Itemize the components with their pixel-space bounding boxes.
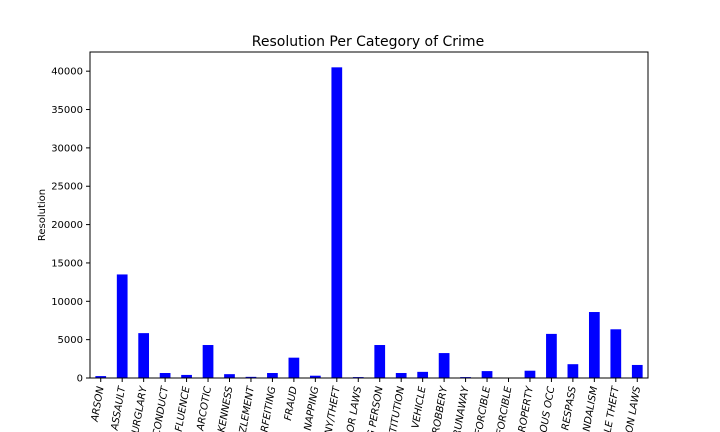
x-tick-label-9: FRAUD [283,385,300,421]
x-tick-label-19: FORCIBLE [495,385,515,432]
plot-frame [89,51,649,379]
bar-1 [116,274,128,378]
x-tick-label-2: URGLARY [131,385,150,432]
x-tick-label-4: FLUENCE [174,385,193,432]
bar-8 [267,373,278,378]
bar-0 [95,376,107,378]
bar-7 [245,376,257,378]
x-tick-label-14: TITUTION [388,385,407,432]
x-tick-label-5: ARCOTIC [195,386,214,432]
y-tick-label-3: 15000 [51,258,83,269]
bar-23 [588,312,600,378]
x-tick-label-10: NAPPING [303,385,322,431]
bar-18 [481,371,493,378]
x-tick-label-17: RUNAWAY [452,385,472,432]
bar-3 [159,373,171,378]
x-tick-label-11: NY/THEFT [323,385,342,432]
bar-5 [202,345,214,378]
x-tick-label-7: ZLEMENT [238,385,257,432]
chart-title: Resolution Per Category of Crime [252,34,484,50]
bar-25 [631,364,643,378]
x-tick-label-22: RESPASS [560,385,579,431]
x-tick-label-16: ROBBERY [431,385,450,432]
y-tick-label-5: 25000 [51,182,83,193]
bar-13 [374,345,386,378]
bar-22 [567,364,579,378]
bar-14 [395,373,407,378]
y-tick-label-6: 30000 [51,143,83,154]
x-tick-label-23: NDALISM [582,385,601,432]
bar-2 [138,333,150,378]
bar-21 [546,333,557,378]
y-tick-label-8: 40000 [51,67,83,78]
x-tick-label-21: OUS OCC [538,386,557,432]
ticks-layer: ARSON ASSAULT URGLARY CONDUCT FLUENCE ARCOTIC… [51,67,643,432]
x-tick-label-15: VEHICLE [410,385,428,429]
x-tick-label-25: ON LAWS [624,385,643,432]
bar-11 [331,67,343,378]
x-tick-label-12: OR LAWS [345,385,364,432]
y-tick-label-4: 20000 [51,220,83,231]
bar-9 [288,357,300,378]
x-tick-label-0: ARSON [90,385,107,423]
x-tick-label-13: G PERSON [366,385,386,432]
bar-24 [610,329,622,378]
y-tick-label-2: 10000 [51,297,83,308]
y-tick-label-1: 5000 [58,335,83,346]
bar-16 [438,353,450,378]
bar-20 [524,370,536,378]
x-tick-label-3: CONDUCT [151,385,171,432]
bars-layer [95,67,643,378]
y-tick-label-7: 35000 [51,105,83,116]
x-tick-label-18: FORCIBLE [474,385,494,432]
x-tick-label-1: ASSAULT [109,385,128,432]
bar-6 [224,374,235,378]
bar-10 [309,375,321,378]
y-axis-title: Resolution [37,189,48,241]
y-tick-label-0: 0 [77,374,83,385]
bar-4 [181,374,192,378]
x-tick-label-24: LE THEFT [603,385,622,432]
x-tick-label-20: ROPERTY [517,385,536,432]
x-tick-label-8: RFEITING [260,385,279,432]
x-tick-label-6: KENNESS [217,385,236,432]
bar-15 [417,371,429,378]
